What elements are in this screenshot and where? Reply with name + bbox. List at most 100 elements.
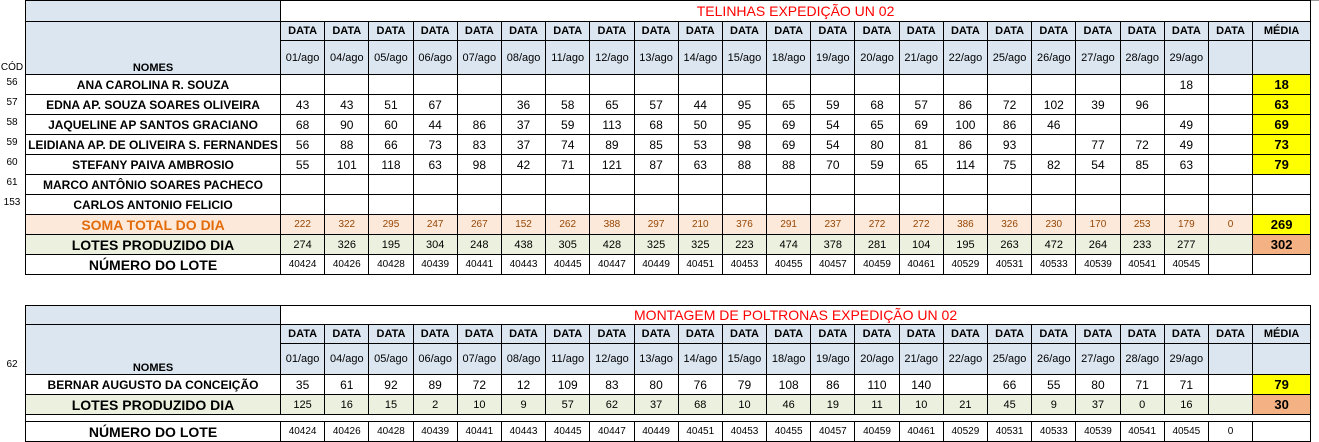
value-cell[interactable]: 2	[412, 394, 458, 415]
value-cell[interactable]: 472	[1031, 234, 1077, 255]
value-cell[interactable]: 44	[412, 114, 458, 135]
value-cell[interactable]: 69	[766, 114, 812, 135]
value-cell[interactable]: 474	[766, 234, 812, 255]
date-header[interactable]: 13/ago	[633, 40, 679, 75]
value-cell[interactable]: 40461	[898, 254, 944, 275]
value-cell[interactable]: 297	[633, 214, 679, 235]
value-cell[interactable]: 60	[368, 114, 414, 135]
value-cell[interactable]	[1075, 194, 1121, 215]
value-cell[interactable]	[1207, 194, 1254, 215]
value-cell[interactable]: 253	[1119, 214, 1165, 235]
value-cell[interactable]: 272	[854, 214, 900, 235]
value-cell[interactable]	[1075, 74, 1121, 95]
value-cell[interactable]: 86	[810, 374, 856, 395]
value-cell[interactable]	[324, 194, 370, 215]
value-cell[interactable]: 40445	[545, 421, 591, 442]
value-cell[interactable]: 295	[368, 214, 414, 235]
value-cell[interactable]	[500, 174, 547, 195]
value-cell[interactable]: 267	[456, 214, 502, 235]
value-cell[interactable]: 66	[368, 134, 414, 155]
date-header[interactable]: 07/ago	[456, 40, 502, 75]
value-cell[interactable]: 40428	[368, 254, 414, 275]
employee-name[interactable]: JAQUELINE AP SANTOS GRACIANO	[25, 114, 281, 135]
value-cell[interactable]: 89	[589, 134, 635, 155]
value-cell[interactable]: 12	[500, 374, 547, 395]
value-cell[interactable]: 40447	[589, 254, 635, 275]
value-cell[interactable]	[633, 194, 679, 215]
value-cell[interactable]	[1119, 174, 1165, 195]
value-cell[interactable]	[1207, 394, 1254, 415]
value-cell[interactable]: 281	[854, 234, 900, 255]
value-cell[interactable]: 86	[942, 134, 989, 155]
value-cell[interactable]: 95	[721, 94, 768, 115]
value-cell[interactable]: 63	[1163, 154, 1209, 175]
value-cell[interactable]: 76	[677, 374, 723, 395]
value-cell[interactable]: 88	[721, 154, 768, 175]
value-cell[interactable]: 98	[456, 154, 502, 175]
media-cell[interactable]: 79	[1252, 374, 1312, 395]
value-cell[interactable]: 50	[677, 114, 723, 135]
value-cell[interactable]	[721, 194, 768, 215]
media-cell[interactable]: 18	[1252, 74, 1312, 95]
media-cell[interactable]	[1252, 254, 1312, 275]
value-cell[interactable]: 40441	[456, 254, 502, 275]
date-header[interactable]: 22/ago	[942, 343, 989, 375]
value-cell[interactable]: 40455	[766, 254, 812, 275]
value-cell[interactable]: 388	[589, 214, 635, 235]
value-cell[interactable]: 10	[456, 394, 502, 415]
value-cell[interactable]	[1031, 74, 1077, 95]
value-cell[interactable]: 104	[898, 234, 944, 255]
value-cell[interactable]: 100	[942, 114, 989, 135]
value-cell[interactable]: 65	[854, 114, 900, 135]
value-cell[interactable]: 36	[500, 94, 547, 115]
value-cell[interactable]: 43	[324, 94, 370, 115]
date-header[interactable]	[1207, 40, 1254, 75]
value-cell[interactable]: 85	[1119, 154, 1165, 175]
value-cell[interactable]: 75	[986, 154, 1033, 175]
date-header[interactable]: 27/ago	[1075, 40, 1121, 75]
date-header[interactable]: 05/ago	[368, 343, 414, 375]
value-cell[interactable]	[500, 194, 547, 215]
value-cell[interactable]: 40531	[986, 254, 1033, 275]
value-cell[interactable]: 0	[1119, 394, 1165, 415]
employee-name[interactable]: STEFANY PAIVA AMBROSIO	[25, 154, 281, 175]
value-cell[interactable]	[1163, 174, 1209, 195]
value-cell[interactable]: 88	[766, 154, 812, 175]
date-header[interactable]: 11/ago	[545, 40, 591, 75]
value-cell[interactable]: 40439	[412, 421, 458, 442]
value-cell[interactable]	[1207, 254, 1254, 275]
value-cell[interactable]	[1075, 114, 1121, 135]
value-cell[interactable]	[810, 194, 856, 215]
value-cell[interactable]	[677, 174, 723, 195]
value-cell[interactable]: 195	[942, 234, 989, 255]
date-header[interactable]: 11/ago	[545, 343, 591, 375]
value-cell[interactable]: 102	[1031, 94, 1077, 115]
value-cell[interactable]: 65	[766, 94, 812, 115]
value-cell[interactable]: 54	[810, 134, 856, 155]
value-cell[interactable]	[677, 194, 723, 215]
date-header[interactable]: 22/ago	[942, 40, 989, 75]
value-cell[interactable]: 152	[500, 214, 547, 235]
value-cell[interactable]	[1031, 134, 1077, 155]
date-header[interactable]	[1207, 343, 1254, 375]
value-cell[interactable]: 59	[810, 94, 856, 115]
value-cell[interactable]: 247	[412, 214, 458, 235]
value-cell[interactable]: 92	[368, 374, 414, 395]
date-header[interactable]: 15/ago	[721, 40, 768, 75]
value-cell[interactable]	[279, 194, 326, 215]
value-cell[interactable]: 63	[412, 154, 458, 175]
value-cell[interactable]: 272	[898, 214, 944, 235]
value-cell[interactable]: 54	[810, 114, 856, 135]
value-cell[interactable]	[810, 74, 856, 95]
value-cell[interactable]: 71	[1163, 374, 1209, 395]
value-cell[interactable]	[589, 194, 635, 215]
value-cell[interactable]: 222	[279, 214, 326, 235]
value-cell[interactable]	[942, 374, 989, 395]
value-cell[interactable]	[456, 194, 502, 215]
value-cell[interactable]: 125	[279, 394, 326, 415]
date-header[interactable]: 12/ago	[589, 40, 635, 75]
value-cell[interactable]: 40426	[324, 421, 370, 442]
date-header[interactable]: 28/ago	[1119, 40, 1165, 75]
employee-name[interactable]: LEIDIANA AP. DE OLIVEIRA S. FERNANDES	[25, 134, 281, 155]
value-cell[interactable]	[721, 174, 768, 195]
